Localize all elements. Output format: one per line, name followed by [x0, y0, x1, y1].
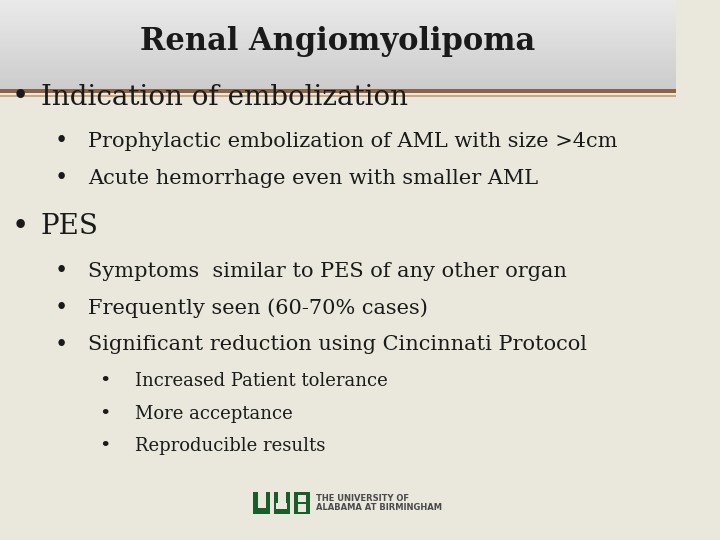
- Bar: [253, 492, 270, 514]
- Text: •: •: [99, 404, 110, 423]
- Text: More acceptance: More acceptance: [135, 404, 293, 423]
- Text: Increased Patient tolerance: Increased Patient tolerance: [135, 372, 388, 390]
- Bar: [0, 40, 676, 42]
- Text: Indication of embolization: Indication of embolization: [40, 84, 408, 111]
- Bar: [0, 97, 676, 540]
- Bar: [0, 16, 676, 18]
- Bar: [0, 60, 676, 62]
- Bar: [0, 24, 676, 26]
- Text: •: •: [12, 83, 29, 111]
- Text: Reproducible results: Reproducible results: [135, 437, 325, 455]
- Bar: [0, 14, 676, 16]
- Bar: [0, 51, 676, 53]
- Text: Renal Angiomyolipoma: Renal Angiomyolipoma: [140, 26, 536, 57]
- Text: •: •: [54, 131, 68, 152]
- Bar: [0, 58, 676, 60]
- Bar: [0, 45, 676, 47]
- Bar: [0, 89, 676, 93]
- Bar: [0, 11, 676, 14]
- Bar: [0, 9, 676, 11]
- Bar: [0, 56, 676, 58]
- Bar: [0, 2, 676, 4]
- Bar: [0, 38, 676, 40]
- Text: Acute hemorrhage even with smaller AML: Acute hemorrhage even with smaller AML: [88, 168, 538, 188]
- Text: Prophylactic embolization of AML with size >4cm: Prophylactic embolization of AML with si…: [88, 132, 617, 151]
- Bar: [0, 29, 676, 31]
- Text: THE UNIVERSITY OF: THE UNIVERSITY OF: [315, 495, 409, 503]
- Bar: [298, 504, 306, 512]
- Bar: [258, 492, 266, 508]
- Text: •: •: [12, 213, 29, 241]
- Bar: [298, 495, 306, 502]
- Text: PES: PES: [40, 213, 99, 240]
- Text: •: •: [54, 260, 68, 282]
- Bar: [0, 67, 676, 69]
- Bar: [0, 6, 676, 9]
- Text: Symptoms  similar to PES of any other organ: Symptoms similar to PES of any other org…: [88, 261, 567, 281]
- Text: •: •: [54, 297, 68, 319]
- Bar: [0, 49, 676, 51]
- Text: •: •: [54, 334, 68, 355]
- Bar: [0, 78, 676, 80]
- Text: Frequently seen (60-70% cases): Frequently seen (60-70% cases): [88, 298, 428, 318]
- Bar: [0, 85, 676, 87]
- Bar: [0, 22, 676, 24]
- Bar: [0, 20, 676, 22]
- Bar: [274, 492, 290, 514]
- Bar: [0, 62, 676, 65]
- Bar: [0, 87, 676, 89]
- Bar: [0, 76, 676, 78]
- Bar: [0, 47, 676, 49]
- Bar: [0, 65, 676, 67]
- Bar: [0, 0, 676, 2]
- Bar: [0, 4, 676, 6]
- Text: •: •: [54, 167, 68, 189]
- Bar: [0, 73, 676, 76]
- Bar: [0, 53, 676, 56]
- Text: ALABAMA AT BIRMINGHAM: ALABAMA AT BIRMINGHAM: [315, 503, 441, 512]
- Bar: [294, 492, 310, 514]
- Bar: [0, 26, 676, 29]
- Text: •: •: [99, 437, 110, 455]
- Bar: [0, 94, 676, 97]
- Bar: [0, 69, 676, 71]
- Bar: [0, 31, 676, 33]
- Bar: [0, 80, 676, 83]
- Text: •: •: [99, 372, 110, 390]
- Bar: [0, 18, 676, 20]
- Bar: [0, 42, 676, 45]
- Bar: [0, 36, 676, 38]
- Bar: [278, 492, 286, 504]
- Bar: [276, 503, 287, 509]
- Text: Significant reduction using Cincinnati Protocol: Significant reduction using Cincinnati P…: [88, 335, 587, 354]
- Bar: [0, 71, 676, 73]
- Bar: [0, 33, 676, 36]
- Bar: [0, 83, 676, 85]
